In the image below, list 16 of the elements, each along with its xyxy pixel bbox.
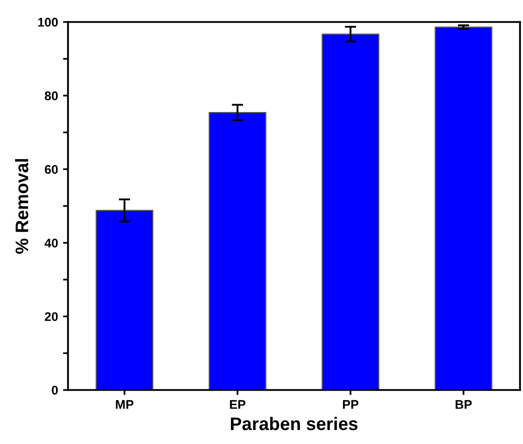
x-tick-label: BP	[456, 400, 472, 409]
bar	[322, 34, 380, 390]
bar	[434, 26, 492, 390]
y-tick-label: 80	[44, 91, 58, 100]
y-tick-label: 40	[44, 238, 58, 248]
bar	[96, 210, 154, 390]
y-axis-title: % Removal	[15, 159, 28, 254]
y-tick-label: 0	[52, 386, 58, 395]
x-tick-label: PP	[343, 400, 358, 409]
y-tick-label: 20	[44, 312, 58, 322]
y-tick-label: 100	[38, 18, 58, 27]
y-tick-label: 60	[44, 165, 58, 174]
x-axis-title: Paraben series	[230, 416, 358, 430]
x-tick-label: EP	[230, 400, 246, 409]
x-tick-label: MP	[116, 400, 134, 409]
bar	[208, 112, 266, 390]
